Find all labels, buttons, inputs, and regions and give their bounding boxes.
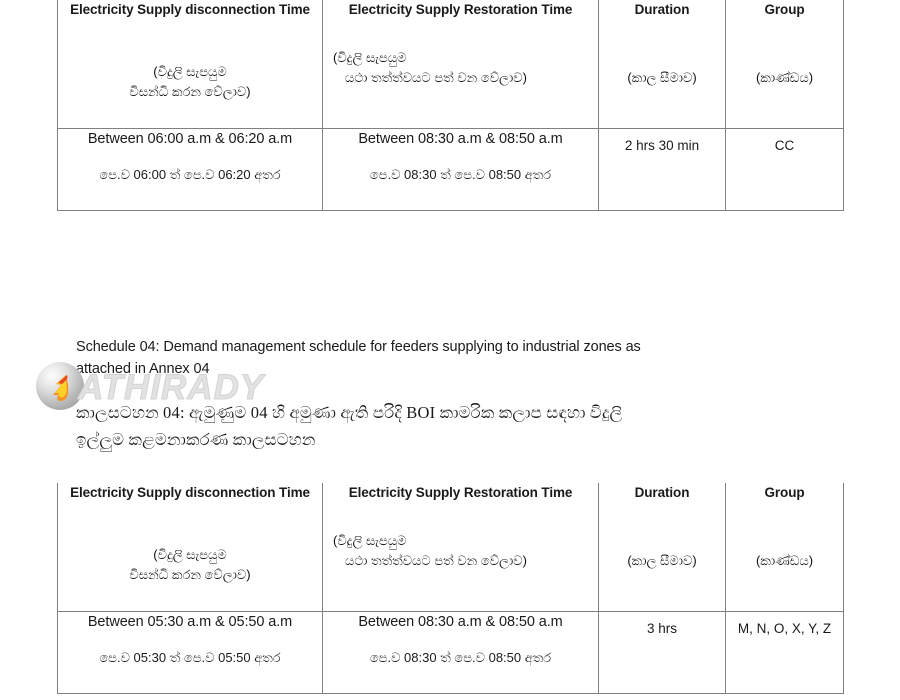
header-disconnection-si-line1: (විදුලි සැපයුම: [153, 64, 227, 79]
cell-duration: 3 hrs: [598, 610, 726, 694]
cell-duration: 2 hrs 30 min: [598, 127, 726, 211]
header-cell-restoration-time: Electricity Supply Restoration Time (විද…: [322, 0, 599, 129]
header-cell-disconnection-time: Electricity Supply disconnection Time (ව…: [57, 483, 323, 612]
header-restoration-si-line1: (විදුලි සැපයුම: [333, 533, 407, 548]
header-disconnection-si-line2: විසන්ධි කරන වේලාව): [129, 566, 251, 582]
schedule-04-paragraph-si: කාලසටහන 04: ඇමුණුම 04 හි අමුණා ඇති පරිදි…: [76, 400, 770, 453]
table-row: Between 05:30 a.m & 05:50 a.m පෙ.ව 05:30…: [57, 610, 844, 694]
cell-disconnection-si: පෙ.ව 05:30 ත් පෙ.ව 05:50 අතර: [99, 650, 281, 666]
header-duration-si: (කාල සීමාව): [627, 553, 697, 568]
cell-group-value: M, N, O, X, Y, Z: [737, 620, 832, 636]
header-duration-en: Duration: [634, 2, 690, 17]
cell-restoration-time: Between 08:30 a.m & 08:50 a.m පෙ.ව 08:30…: [322, 127, 599, 211]
header-restoration-en: Electricity Supply Restoration Time: [348, 485, 573, 500]
header-cell-disconnection-time: Electricity Supply disconnection Time (ව…: [57, 0, 323, 129]
header-duration-en: Duration: [634, 485, 690, 500]
header-restoration-en: Electricity Supply Restoration Time: [348, 2, 573, 17]
cell-disconnection-en: Between 06:00 a.m & 06:20 a.m: [87, 130, 293, 147]
table-header-row: Electricity Supply disconnection Time (ව…: [57, 0, 844, 129]
schedule-04-paragraph-en: Schedule 04: Demand management schedule …: [76, 336, 770, 381]
header-disconnection-si-line1: (විදුලි සැපයුම: [153, 547, 227, 562]
header-disconnection-en: Electricity Supply disconnection Time: [70, 2, 310, 17]
cell-group: CC: [725, 127, 844, 211]
cell-duration-value: 2 hrs 30 min: [624, 137, 700, 153]
header-disconnection-en: Electricity Supply disconnection Time: [70, 485, 310, 500]
header-group-si: (කාණ්ඩය): [755, 553, 814, 568]
cell-restoration-en: Between 08:30 a.m & 08:50 a.m: [358, 613, 563, 630]
cell-disconnection-en: Between 05:30 a.m & 05:50 a.m: [87, 613, 293, 630]
cell-restoration-en: Between 08:30 a.m & 08:50 a.m: [358, 130, 563, 147]
cell-group: M, N, O, X, Y, Z: [725, 610, 844, 694]
header-restoration-si-line1: (විදුලි සැපයුම: [333, 50, 407, 65]
header-restoration-si-line2: යථා තත්ත්වයට පත් වන වේලාව): [345, 69, 527, 85]
header-cell-duration: Duration (කාල සීමාව): [598, 483, 726, 612]
header-cell-group: Group (කාණ්ඩය): [725, 0, 844, 129]
table-header-row: Electricity Supply disconnection Time (ව…: [57, 483, 844, 612]
cell-disconnection-time: Between 05:30 a.m & 05:50 a.m පෙ.ව 05:30…: [57, 610, 323, 694]
header-group-en: Group: [764, 2, 805, 17]
schedule-04-si-line2: ඉල්ලුම කළමනාකරණ කාලසටහන: [76, 429, 316, 449]
cell-group-value: CC: [774, 137, 795, 153]
cell-restoration-si: පෙ.ව 08:30 ත් පෙ.ව 08:50 අතර: [369, 167, 552, 183]
header-duration-si: (කාල සීමාව): [627, 70, 697, 85]
cell-disconnection-time: Between 06:00 a.m & 06:20 a.m පෙ.ව 06:00…: [57, 127, 323, 211]
header-group-en: Group: [764, 485, 805, 500]
cell-disconnection-si: පෙ.ව 06:00 ත් පෙ.ව 06:20 අතර: [99, 167, 281, 183]
schedule-table-1: Electricity Supply disconnection Time (ව…: [57, 0, 844, 211]
cell-restoration-time: Between 08:30 a.m & 08:50 a.m පෙ.ව 08:30…: [322, 610, 599, 694]
header-cell-restoration-time: Electricity Supply Restoration Time (විද…: [322, 483, 599, 612]
header-group-si: (කාණ්ඩය): [755, 70, 814, 85]
header-restoration-si-line2: යථා තත්ත්වයට පත් වන වේලාව): [345, 552, 527, 568]
table-row: Between 06:00 a.m & 06:20 a.m පෙ.ව 06:00…: [57, 127, 844, 211]
cell-restoration-si: පෙ.ව 08:30 ත් පෙ.ව 08:50 අතර: [369, 650, 552, 666]
schedule-table-2: Electricity Supply disconnection Time (ව…: [57, 483, 844, 694]
schedule-04-si-line1: කාලසටහන 04: ඇමුණුම 04 හි අමුණා ඇති පරිදි…: [76, 403, 623, 422]
header-disconnection-si-line2: විසන්ධි කරන වේලාව): [129, 83, 251, 99]
header-cell-group: Group (කාණ්ඩය): [725, 483, 844, 612]
schedule-04-en-line2: attached in Annex 04: [76, 361, 210, 378]
schedule-04-en-line1: Schedule 04: Demand management schedule …: [76, 339, 641, 355]
header-cell-duration: Duration (කාල සීමාව): [598, 0, 726, 129]
cell-duration-value: 3 hrs: [646, 620, 677, 636]
